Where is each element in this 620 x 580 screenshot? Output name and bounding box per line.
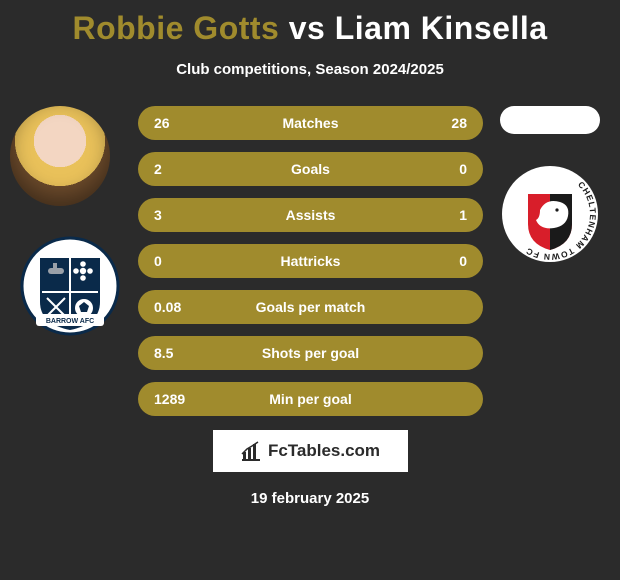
player2-club-badge: CHELTENHAM TOWN FC [500, 164, 600, 264]
stat-right-value: 28 [412, 115, 467, 131]
stat-row: 2Goals0 [138, 152, 483, 186]
stat-row: 1289Min per goal [138, 382, 483, 416]
stat-right-value: 1 [412, 207, 467, 223]
player1-club-badge: BARROW AFC [20, 236, 120, 336]
stat-row: 0Hattricks0 [138, 244, 483, 278]
stat-label: Shots per goal [209, 345, 412, 361]
stat-label: Matches [209, 115, 412, 131]
stat-row: 0.08Goals per match [138, 290, 483, 324]
stat-label: Goals [209, 161, 412, 177]
content-area: BARROW AFC CHELTENHAM TOWN FC 26Matches2… [0, 106, 620, 416]
stat-label: Hattricks [209, 253, 412, 269]
date: 19 february 2025 [0, 490, 620, 507]
stat-left-value: 0.08 [154, 299, 209, 315]
bar-chart-icon [240, 440, 262, 462]
stat-right-value: 0 [412, 161, 467, 177]
player1-avatar [10, 106, 110, 206]
player2-avatar [500, 106, 600, 134]
stat-left-value: 3 [154, 207, 209, 223]
stat-row: 8.5Shots per goal [138, 336, 483, 370]
stat-left-value: 8.5 [154, 345, 209, 361]
vs-text: vs [289, 10, 326, 46]
stat-right-value: 0 [412, 253, 467, 269]
stat-left-value: 26 [154, 115, 209, 131]
fctables-label: FcTables.com [268, 441, 380, 461]
stat-label: Min per goal [209, 391, 412, 407]
stat-left-value: 0 [154, 253, 209, 269]
stats-rows: 26Matches282Goals03Assists10Hattricks00.… [138, 106, 483, 416]
fctables-badge: FcTables.com [213, 430, 408, 472]
stat-left-value: 2 [154, 161, 209, 177]
svg-text:BARROW AFC: BARROW AFC [46, 318, 94, 325]
page-title: Robbie Gotts vs Liam Kinsella [0, 0, 620, 47]
stat-row: 26Matches28 [138, 106, 483, 140]
player1-name: Robbie Gotts [72, 10, 279, 46]
stat-label: Assists [209, 207, 412, 223]
subtitle: Club competitions, Season 2024/2025 [0, 61, 620, 78]
stat-row: 3Assists1 [138, 198, 483, 232]
stat-left-value: 1289 [154, 391, 209, 407]
stat-label: Goals per match [209, 299, 412, 315]
player2-name: Liam Kinsella [335, 10, 548, 46]
